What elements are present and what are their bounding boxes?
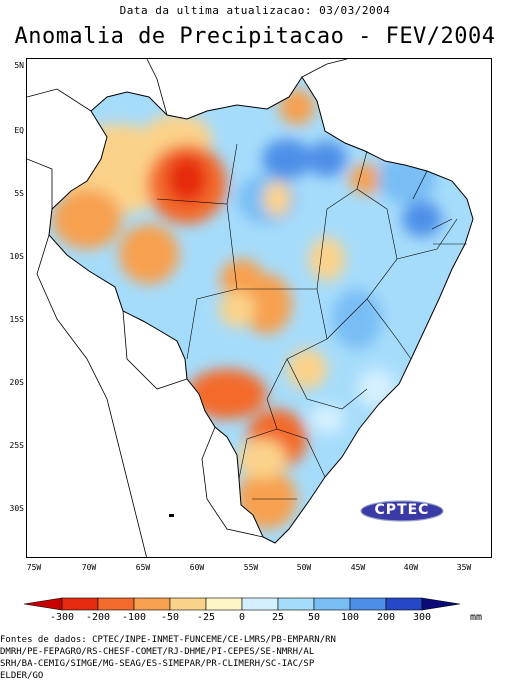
lon-label-65w: 65W <box>135 563 151 572</box>
map-graphic <box>27 59 474 557</box>
colorbar-swatch <box>169 597 207 611</box>
lon-label-45w: 45W <box>350 563 366 572</box>
cptec-logo: CPTEC <box>360 500 444 522</box>
colorbar-tick: -100 <box>121 612 147 623</box>
lat-label-5n: 5N <box>14 61 24 70</box>
lon-label-70w: 70W <box>81 563 97 572</box>
lon-label-55w: 55W <box>243 563 259 572</box>
lon-label-60w: 60W <box>189 563 205 572</box>
colorbar-unit: mm <box>470 612 483 623</box>
brazil-outline <box>48 76 474 544</box>
colorbar-swatch <box>313 597 351 611</box>
colorbar-swatch <box>349 597 387 611</box>
lat-label-30s: 30S <box>9 504 24 513</box>
colorbar-swatch <box>385 597 423 611</box>
logo-badge <box>360 500 444 522</box>
colorbar-swatch <box>277 597 315 611</box>
colorbar-tick: -25 <box>196 612 216 623</box>
data-sources: Fontes de dados: CPTEC/INPE-INMET-FUNCEM… <box>0 634 510 682</box>
colorbar-tick: 300 <box>412 612 432 623</box>
neighbor-borders <box>27 59 348 557</box>
sources-line: DMRH/PE-FEPAGRO/RS-CHESF-COMET/RJ-DHME/P… <box>0 647 315 657</box>
colorbar-swatch <box>133 597 171 611</box>
map-title: Anomalia de Precipitacao - FEV/2004 <box>14 24 496 49</box>
lat-label-5s: 5S <box>14 189 24 198</box>
last-update-date: Data da ultima atualizacao: 03/03/2004 <box>119 4 391 17</box>
colorbar-tick: 25 <box>271 612 285 623</box>
sources-line: ELDER/GO <box>0 671 44 681</box>
colorbar-swatch <box>205 597 243 611</box>
colorbar-tick: 200 <box>376 612 396 623</box>
lon-label-35w: 35W <box>456 563 472 572</box>
colorbar-swatch <box>421 597 461 611</box>
colorbar-swatch <box>61 597 99 611</box>
lat-label-25s: 25S <box>9 441 24 450</box>
colorbar-tick: 100 <box>340 612 360 623</box>
colorbar-swatch <box>241 597 279 611</box>
lon-label-40w: 40W <box>403 563 419 572</box>
lat-label-20s: 20S <box>9 378 24 387</box>
sources-line: Fontes de dados: CPTEC/INPE-INMET-FUNCEM… <box>0 635 336 645</box>
lat-label-15s: 15S <box>9 315 24 324</box>
logo-text: CPTEC <box>374 502 430 518</box>
colorbar-swatch <box>23 597 63 611</box>
anomaly-field <box>49 77 473 543</box>
precipitation-anomaly-map <box>26 58 492 558</box>
colorbar-swatch <box>97 597 135 611</box>
lat-label-eq: EQ <box>14 126 24 135</box>
colorbar-tick: 50 <box>307 612 321 623</box>
colorbar-tick: -200 <box>85 612 111 623</box>
colorbar-tick: -300 <box>49 612 75 623</box>
colorbar <box>23 597 461 611</box>
sources-line: SRH/BA-CEMIG/SIMGE/MG-SEAG/ES-SIMEPAR/PR… <box>0 659 315 669</box>
state-borders <box>156 143 467 500</box>
lat-label-10s: 10S <box>9 252 24 261</box>
lon-label-75w: 75W <box>26 563 42 572</box>
island-marker <box>169 514 174 517</box>
colorbar-tick: -50 <box>160 612 180 623</box>
colorbar-tick: 0 <box>238 612 246 623</box>
lon-label-50w: 50W <box>296 563 312 572</box>
